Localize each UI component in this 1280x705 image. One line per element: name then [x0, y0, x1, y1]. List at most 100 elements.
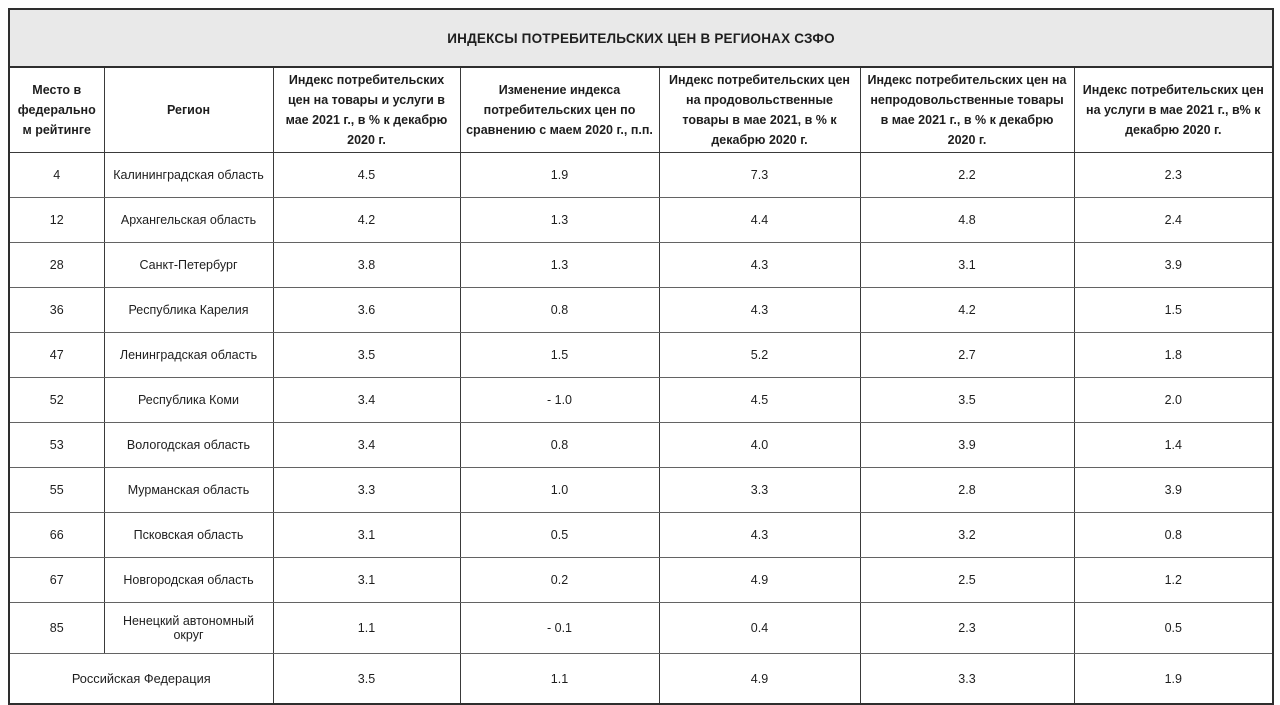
header-cpi-nonfood: Индекс потребительских цен на непродовол…	[859, 66, 1075, 153]
region-cell: Новгородская область	[103, 557, 274, 603]
table-row: 85 Ненецкий автономный округ 1.1 - 0.1 0…	[8, 602, 1274, 654]
value-cell: 3.5	[272, 653, 461, 705]
table-header-row: Место в федеральном рейтинге Регион Инде…	[8, 66, 1274, 153]
table-row: 67 Новгородская область 3.1 0.2 4.9 2.5 …	[8, 557, 1274, 603]
value-cell: 3.1	[859, 242, 1075, 288]
rank-cell: 67	[8, 557, 105, 603]
value-cell: 1.3	[459, 197, 660, 243]
region-cell: Калининградская область	[103, 152, 274, 198]
value-cell: 2.4	[1073, 197, 1274, 243]
header-cpi-change: Изменение индекса потребительских цен по…	[459, 66, 660, 153]
rank-cell: 85	[8, 602, 105, 654]
value-cell: 1.0	[459, 467, 660, 513]
value-cell: 4.8	[859, 197, 1075, 243]
value-cell: 7.3	[658, 152, 861, 198]
value-cell: 0.8	[459, 287, 660, 333]
value-cell: 3.6	[272, 287, 461, 333]
cpi-table-container: ИНДЕКСЫ ПОТРЕБИТЕЛЬСКИХ ЦЕН В РЕГИОНАХ С…	[8, 8, 1275, 705]
value-cell: 1.9	[459, 152, 660, 198]
value-cell: 2.7	[859, 332, 1075, 378]
value-cell: 0.5	[1073, 602, 1274, 654]
rank-cell: 53	[8, 422, 105, 468]
value-cell: 0.5	[459, 512, 660, 558]
rank-cell: 12	[8, 197, 105, 243]
region-cell: Мурманская область	[103, 467, 274, 513]
value-cell: 4.2	[272, 197, 461, 243]
value-cell: 1.1	[272, 602, 461, 654]
rank-cell: 36	[8, 287, 105, 333]
rank-cell: 4	[8, 152, 105, 198]
value-cell: 4.2	[859, 287, 1075, 333]
value-cell: 0.8	[1073, 512, 1274, 558]
value-cell: 3.5	[272, 332, 461, 378]
value-cell: 3.3	[859, 653, 1075, 705]
value-cell: 3.2	[859, 512, 1075, 558]
table-row: 36 Республика Карелия 3.6 0.8 4.3 4.2 1.…	[8, 287, 1274, 333]
value-cell: 1.5	[459, 332, 660, 378]
value-cell: 3.1	[272, 512, 461, 558]
value-cell: 4.0	[658, 422, 861, 468]
value-cell: 3.9	[1073, 242, 1274, 288]
value-cell: 3.9	[859, 422, 1075, 468]
table-title-row: ИНДЕКСЫ ПОТРЕБИТЕЛЬСКИХ ЦЕН В РЕГИОНАХ С…	[8, 8, 1274, 68]
value-cell: 5.2	[658, 332, 861, 378]
summary-label-cell: Российская Федерация	[8, 653, 274, 705]
value-cell: 3.8	[272, 242, 461, 288]
value-cell: 2.3	[859, 602, 1075, 654]
rank-cell: 52	[8, 377, 105, 423]
value-cell: 1.9	[1073, 653, 1274, 705]
value-cell: 3.3	[658, 467, 861, 513]
region-cell: Ленинградская область	[103, 332, 274, 378]
value-cell: 2.3	[1073, 152, 1274, 198]
value-cell: 1.3	[459, 242, 660, 288]
region-cell: Вологодская область	[103, 422, 274, 468]
value-cell: 2.2	[859, 152, 1075, 198]
rank-cell: 55	[8, 467, 105, 513]
value-cell: 4.3	[658, 512, 861, 558]
value-cell: 3.3	[272, 467, 461, 513]
table-row: 66 Псковская область 3.1 0.5 4.3 3.2 0.8	[8, 512, 1274, 558]
region-cell: Ненецкий автономный округ	[103, 602, 274, 654]
value-cell: 1.2	[1073, 557, 1274, 603]
value-cell: 3.4	[272, 377, 461, 423]
rank-cell: 47	[8, 332, 105, 378]
value-cell: 4.5	[658, 377, 861, 423]
value-cell: 3.4	[272, 422, 461, 468]
table-row: 47 Ленинградская область 3.5 1.5 5.2 2.7…	[8, 332, 1274, 378]
value-cell: 0.2	[459, 557, 660, 603]
region-cell: Псковская область	[103, 512, 274, 558]
value-cell: 4.3	[658, 287, 861, 333]
header-cpi-food: Индекс потребительских цен на продовольс…	[658, 66, 861, 153]
cpi-table: ИНДЕКСЫ ПОТРЕБИТЕЛЬСКИХ ЦЕН В РЕГИОНАХ С…	[8, 8, 1275, 705]
region-cell: Архангельская область	[103, 197, 274, 243]
table-row: 28 Санкт-Петербург 3.8 1.3 4.3 3.1 3.9	[8, 242, 1274, 288]
value-cell: 1.4	[1073, 422, 1274, 468]
value-cell: - 1.0	[459, 377, 660, 423]
value-cell: 3.5	[859, 377, 1075, 423]
rank-cell: 28	[8, 242, 105, 288]
value-cell: 2.0	[1073, 377, 1274, 423]
value-cell: 1.1	[459, 653, 660, 705]
value-cell: 4.5	[272, 152, 461, 198]
value-cell: 4.9	[658, 653, 861, 705]
rank-cell: 66	[8, 512, 105, 558]
table-row: 12 Архангельская область 4.2 1.3 4.4 4.8…	[8, 197, 1274, 243]
value-cell: 2.8	[859, 467, 1075, 513]
header-rank: Место в федеральном рейтинге	[8, 66, 105, 153]
value-cell: 0.8	[459, 422, 660, 468]
header-cpi-goods-services: Индекс потребительских цен на товары и у…	[272, 66, 461, 153]
value-cell: 0.4	[658, 602, 861, 654]
table-title: ИНДЕКСЫ ПОТРЕБИТЕЛЬСКИХ ЦЕН В РЕГИОНАХ С…	[8, 8, 1274, 68]
value-cell: 4.3	[658, 242, 861, 288]
value-cell: 4.9	[658, 557, 861, 603]
header-region: Регион	[103, 66, 274, 153]
table-row: 55 Мурманская область 3.3 1.0 3.3 2.8 3.…	[8, 467, 1274, 513]
value-cell: - 0.1	[459, 602, 660, 654]
table-row: 53 Вологодская область 3.4 0.8 4.0 3.9 1…	[8, 422, 1274, 468]
value-cell: 1.8	[1073, 332, 1274, 378]
region-cell: Республика Карелия	[103, 287, 274, 333]
table-row: 52 Республика Коми 3.4 - 1.0 4.5 3.5 2.0	[8, 377, 1274, 423]
value-cell: 2.5	[859, 557, 1075, 603]
value-cell: 3.1	[272, 557, 461, 603]
value-cell: 4.4	[658, 197, 861, 243]
